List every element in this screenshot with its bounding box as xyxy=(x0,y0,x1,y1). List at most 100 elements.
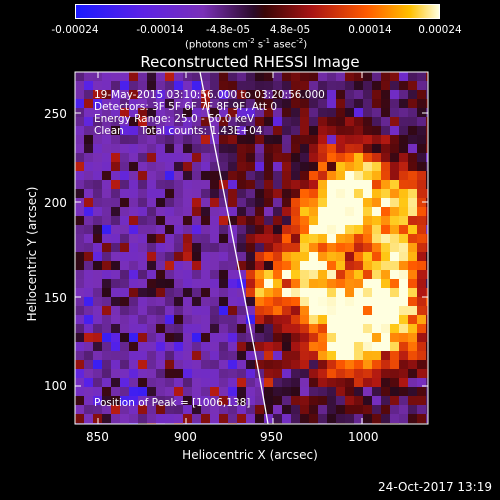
image-pixel xyxy=(147,360,157,370)
image-pixel xyxy=(426,306,429,316)
image-pixel xyxy=(192,207,202,217)
image-pixel xyxy=(138,117,148,127)
image-pixel xyxy=(426,324,429,334)
image-pixel xyxy=(201,126,211,136)
image-pixel xyxy=(282,234,292,244)
image-pixel xyxy=(210,378,220,388)
image-pixel xyxy=(309,234,319,244)
image-pixel xyxy=(399,198,409,208)
image-pixel xyxy=(327,405,337,415)
image-pixel xyxy=(381,180,391,190)
image-pixel xyxy=(426,171,429,181)
image-pixel xyxy=(309,306,319,316)
image-pixel xyxy=(75,279,85,289)
image-pixel xyxy=(192,153,202,163)
image-pixel xyxy=(363,306,373,316)
image-pixel xyxy=(318,387,328,397)
image-pixel xyxy=(156,117,166,127)
image-pixel xyxy=(219,162,229,172)
image-pixel xyxy=(363,234,373,244)
image-pixel xyxy=(120,351,130,361)
image-pixel xyxy=(120,297,130,307)
image-pixel xyxy=(408,207,418,217)
image-pixel xyxy=(300,144,310,154)
image-pixel xyxy=(111,81,121,91)
image-pixel xyxy=(408,261,418,271)
image-pixel xyxy=(327,306,337,316)
image-pixel xyxy=(363,396,373,406)
image-pixel xyxy=(336,81,346,91)
image-pixel xyxy=(210,180,220,190)
image-pixel xyxy=(372,342,382,352)
image-pixel xyxy=(102,126,112,136)
image-pixel xyxy=(210,315,220,325)
image-pixel xyxy=(255,414,265,424)
image-pixel xyxy=(84,189,94,199)
image-pixel xyxy=(318,180,328,190)
image-pixel xyxy=(327,117,337,127)
image-pixel xyxy=(75,306,85,316)
image-pixel xyxy=(102,243,112,253)
image-pixel xyxy=(381,297,391,307)
image-pixel xyxy=(210,198,220,208)
image-pixel xyxy=(228,90,238,100)
image-pixel xyxy=(399,252,409,262)
image-pixel xyxy=(363,279,373,289)
image-pixel xyxy=(417,189,427,199)
image-pixel xyxy=(156,288,166,298)
image-pixel xyxy=(318,333,328,343)
image-pixel xyxy=(300,216,310,226)
image-pixel xyxy=(390,90,400,100)
image-pixel xyxy=(165,234,175,244)
image-pixel xyxy=(93,81,103,91)
image-pixel xyxy=(255,99,265,109)
image-pixel xyxy=(102,279,112,289)
image-pixel xyxy=(192,396,202,406)
image-pixel xyxy=(228,171,238,181)
image-pixel xyxy=(300,99,310,109)
image-pixel xyxy=(174,216,184,226)
image-pixel xyxy=(147,270,157,280)
image-pixel xyxy=(255,342,265,352)
image-pixel xyxy=(192,225,202,235)
image-pixel xyxy=(120,405,130,415)
image-pixel xyxy=(174,162,184,172)
image-pixel xyxy=(363,108,373,118)
image-pixel xyxy=(408,108,418,118)
image-pixel xyxy=(372,279,382,289)
image-pixel xyxy=(327,396,337,406)
image-pixel xyxy=(201,351,211,361)
image-pixel xyxy=(84,234,94,244)
image-pixel xyxy=(426,297,429,307)
image-pixel xyxy=(363,198,373,208)
image-pixel xyxy=(399,126,409,136)
image-pixel xyxy=(237,414,247,424)
image-pixel xyxy=(237,171,247,181)
image-pixel xyxy=(138,243,148,253)
image-pixel xyxy=(246,171,256,181)
image-pixel xyxy=(219,252,229,262)
image-pixel xyxy=(129,144,139,154)
image-pixel xyxy=(345,405,355,415)
image-pixel xyxy=(426,414,429,424)
image-pixel xyxy=(354,198,364,208)
image-pixel xyxy=(309,153,319,163)
image-pixel xyxy=(273,360,283,370)
image-pixel xyxy=(417,261,427,271)
image-pixel xyxy=(102,207,112,217)
image-pixel xyxy=(408,189,418,199)
image-pixel xyxy=(417,405,427,415)
image-pixel xyxy=(399,405,409,415)
image-pixel xyxy=(84,99,94,109)
image-pixel xyxy=(345,270,355,280)
image-pixel xyxy=(372,288,382,298)
image-pixel xyxy=(120,342,130,352)
image-pixel xyxy=(183,378,193,388)
image-pixel xyxy=(327,387,337,397)
image-pixel xyxy=(93,180,103,190)
y-tick-label-250: 250 xyxy=(44,107,67,121)
image-pixel xyxy=(273,414,283,424)
image-pixel xyxy=(282,198,292,208)
image-pixel xyxy=(399,414,409,424)
image-pixel xyxy=(354,243,364,253)
